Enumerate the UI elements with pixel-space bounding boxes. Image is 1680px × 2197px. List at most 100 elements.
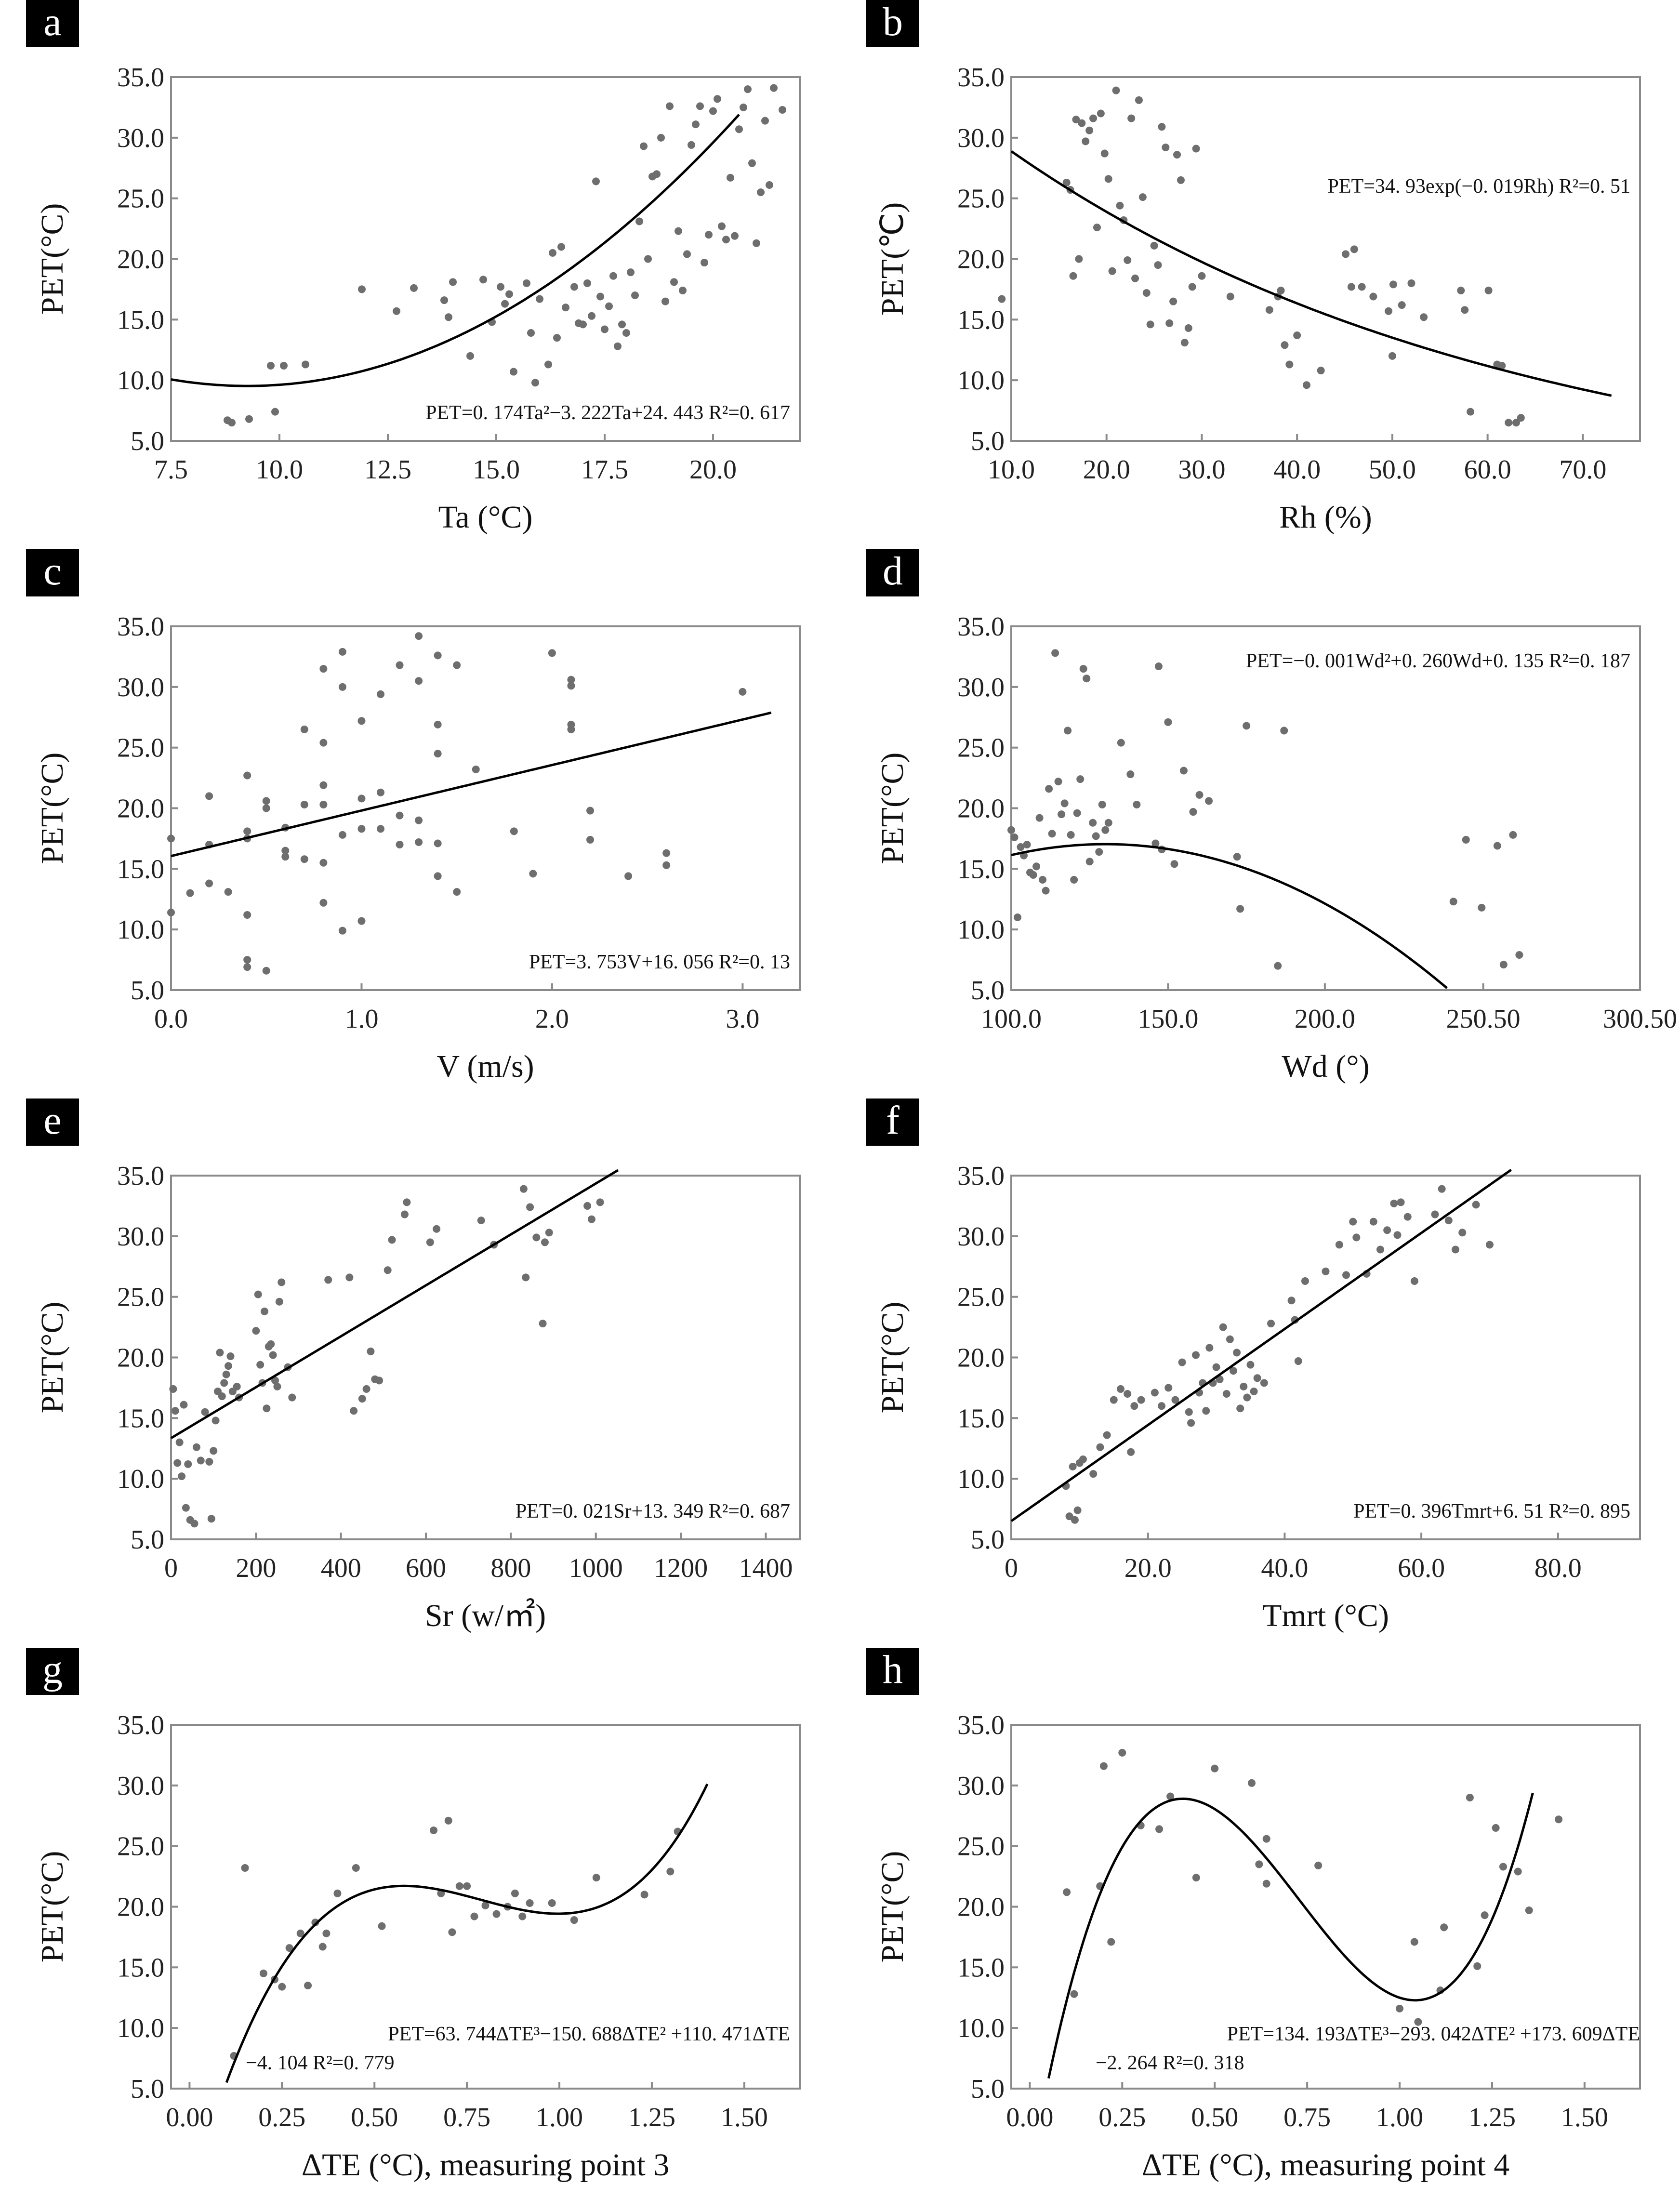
y-tick-label: 30.0 bbox=[117, 1222, 164, 1252]
data-point bbox=[1171, 1396, 1179, 1404]
data-point bbox=[1104, 175, 1112, 183]
data-point bbox=[1072, 116, 1080, 124]
data-point bbox=[318, 1943, 327, 1951]
data-point bbox=[357, 825, 366, 833]
data-point bbox=[1317, 367, 1325, 375]
y-axis-title: PET(°C) bbox=[875, 753, 910, 864]
data-point bbox=[1089, 114, 1098, 122]
y-tick-label: 30.0 bbox=[117, 673, 164, 702]
data-point bbox=[1525, 1906, 1533, 1915]
data-point bbox=[1135, 96, 1143, 104]
data-point bbox=[358, 1395, 366, 1403]
data-point bbox=[1180, 339, 1189, 347]
data-point bbox=[579, 320, 587, 329]
y-tick-label: 5.0 bbox=[131, 2074, 164, 2104]
data-point bbox=[662, 861, 671, 869]
data-point bbox=[779, 106, 786, 114]
data-point bbox=[1177, 176, 1185, 184]
data-point bbox=[1099, 1762, 1108, 1770]
data-point bbox=[1449, 898, 1457, 906]
data-point bbox=[740, 103, 747, 111]
data-point bbox=[1481, 1911, 1489, 1919]
x-tick-label: 1.00 bbox=[536, 2103, 583, 2132]
data-point bbox=[631, 291, 639, 299]
data-point bbox=[319, 859, 328, 867]
data-point bbox=[201, 1408, 209, 1416]
data-point bbox=[271, 408, 279, 416]
data-point bbox=[1169, 297, 1177, 305]
data-point bbox=[1069, 272, 1077, 280]
data-point bbox=[1369, 292, 1377, 301]
fit-curve bbox=[1047, 1792, 1534, 2079]
data-point bbox=[184, 1460, 192, 1468]
x-axis-title: Rh (%) bbox=[1279, 500, 1372, 535]
data-point bbox=[1073, 809, 1081, 817]
data-point bbox=[635, 217, 643, 225]
data-point bbox=[510, 368, 517, 376]
data-point bbox=[1512, 419, 1520, 427]
regression-equation: PET=0. 174Ta²−3. 222Ta+24. 443 R²=0. 617 bbox=[425, 402, 790, 424]
chart-b: 5.010.015.020.025.030.035.010.0 20.0 30.0 4… bbox=[875, 63, 1641, 535]
data-point bbox=[1051, 649, 1059, 657]
data-point bbox=[696, 102, 704, 110]
data-point bbox=[1461, 306, 1469, 314]
data-point bbox=[271, 1376, 279, 1385]
x-tick-label: 15.0 bbox=[473, 455, 520, 485]
data-point bbox=[220, 1379, 228, 1387]
fit-curve bbox=[171, 711, 772, 858]
data-point bbox=[583, 1202, 592, 1210]
x-tick-label: 200.0 bbox=[1295, 1004, 1355, 1034]
data-point bbox=[627, 268, 635, 277]
data-point bbox=[1131, 274, 1139, 282]
data-point bbox=[753, 239, 760, 247]
x-tick-label: 0.50 bbox=[1191, 2103, 1238, 2132]
data-point bbox=[396, 661, 404, 669]
data-point bbox=[1060, 799, 1069, 807]
data-point bbox=[375, 1376, 384, 1385]
data-point bbox=[1063, 1888, 1071, 1896]
data-point bbox=[592, 177, 600, 185]
data-point bbox=[182, 1504, 190, 1512]
data-point bbox=[727, 173, 734, 182]
data-point bbox=[1127, 114, 1136, 122]
data-point bbox=[226, 1352, 235, 1360]
data-point bbox=[1187, 1419, 1195, 1427]
data-point bbox=[1166, 1792, 1175, 1800]
data-point bbox=[614, 342, 622, 350]
data-point bbox=[596, 292, 604, 301]
data-point bbox=[622, 329, 630, 337]
y-tick-label: 20.0 bbox=[117, 1893, 164, 1922]
panel-f: f 5.0 10.0 15.0 20.0 25.0 30.0 35.0 0 20.0 40.0 60.… bbox=[840, 1098, 1680, 1648]
data-point bbox=[1314, 1861, 1323, 1869]
data-point bbox=[262, 804, 270, 812]
data-point bbox=[205, 879, 213, 887]
data-point bbox=[1222, 1390, 1230, 1398]
y-tick-label: 25.0 bbox=[117, 1283, 164, 1312]
y-tick-label: 20.0 bbox=[957, 1343, 1005, 1373]
data-point bbox=[661, 297, 669, 305]
data-point bbox=[1023, 841, 1031, 848]
data-point bbox=[453, 661, 461, 669]
plot-frame bbox=[1010, 625, 1641, 991]
data-point bbox=[1058, 810, 1066, 819]
data-point bbox=[1342, 1271, 1350, 1279]
data-point bbox=[644, 255, 652, 263]
data-point bbox=[640, 142, 648, 150]
data-point bbox=[319, 800, 328, 808]
data-point bbox=[218, 1392, 226, 1401]
data-point bbox=[998, 295, 1006, 303]
x-axis-title: V (m/s) bbox=[437, 1049, 534, 1084]
x-tick-label: 20.0 bbox=[1083, 455, 1130, 485]
data-point bbox=[718, 222, 726, 230]
data-point bbox=[670, 278, 678, 286]
chart-g: 5.0 10.0 15.0 20.0 25.0 30.0 35.0 0.00 0.25 0.50 0… bbox=[35, 1710, 801, 2183]
data-point bbox=[545, 1229, 553, 1237]
data-point bbox=[180, 1401, 188, 1409]
data-point bbox=[1076, 775, 1085, 783]
data-point bbox=[1126, 770, 1135, 779]
data-point bbox=[210, 1447, 218, 1455]
y-tick-label: 25.0 bbox=[117, 184, 164, 214]
data-point bbox=[433, 1225, 441, 1233]
panel-c: c 5.0 10.0 15.0 20.0 25.0 30.0 35.0 0.0 1.0 2.0 3.0… bbox=[0, 549, 840, 1098]
data-point bbox=[477, 1217, 485, 1225]
